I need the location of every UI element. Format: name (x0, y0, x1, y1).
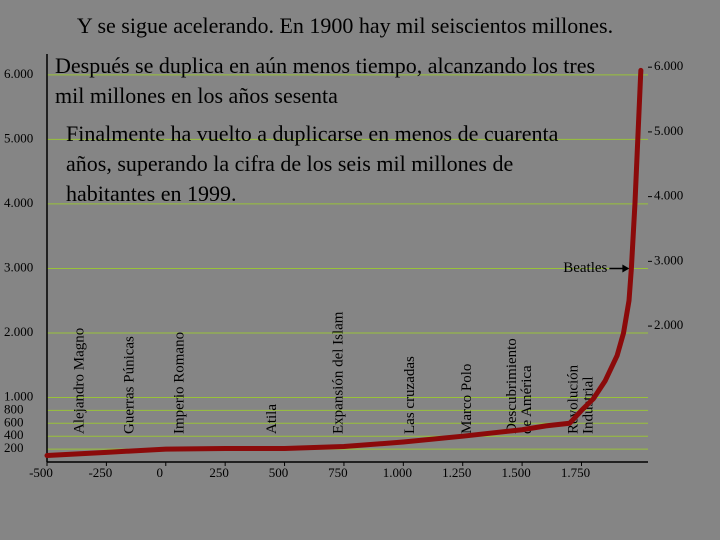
y2-tick-label: 3.000 (654, 252, 683, 267)
y-tick-label: 600 (4, 414, 24, 429)
x-tick-label: 1.250 (442, 465, 471, 480)
note-text: habitantes en 1999. (66, 181, 236, 206)
y-tick-label: 4.000 (4, 195, 33, 210)
annotation-arrowhead (622, 264, 630, 273)
y-tick-label: 5.000 (4, 130, 33, 145)
note-text: Finalmente ha vuelto a duplicarse en men… (66, 121, 559, 146)
x-tick-label: 1.000 (383, 465, 412, 480)
y2-tick-label: 6.000 (654, 58, 683, 73)
y2-tick-label: 5.000 (654, 123, 683, 138)
y2-tick-label: 4.000 (654, 188, 683, 203)
event-label: Guerras Púnicas (122, 336, 138, 434)
y-tick-label: 200 (4, 440, 24, 455)
event-label: Marco Polo (459, 364, 475, 434)
y-tick-label: 800 (4, 401, 24, 416)
y-tick-label: 400 (4, 427, 24, 442)
y-tick-label: 2.000 (4, 324, 33, 339)
event-label: Descubrimiento (504, 338, 520, 434)
y-tick-label: 3.000 (4, 259, 33, 274)
event-label: Expansión del Islam (331, 311, 347, 434)
event-label: Atila (264, 404, 280, 434)
event-label: Imperio Romano (171, 332, 187, 434)
x-tick-label: 1.750 (561, 465, 590, 480)
annotation-label: Beatles (563, 260, 607, 276)
y-tick-label: 1.000 (4, 388, 33, 403)
x-tick-label: 250 (209, 465, 229, 480)
x-tick-label: 0 (157, 465, 164, 480)
event-label: de América (519, 365, 535, 434)
event-label: Las cruzadas (402, 356, 418, 434)
note-text: Después se duplica en aún menos tiempo, … (55, 53, 595, 78)
note-text: años, superando la cifra de los seis mil… (66, 151, 513, 176)
chart-title: Y se sigue acelerando. En 1900 hay mil s… (77, 13, 613, 38)
x-tick-label: 500 (269, 465, 289, 480)
x-tick-label: -250 (88, 465, 112, 480)
y2-tick-label: 2.000 (654, 317, 683, 332)
population-line (44, 67, 644, 459)
x-tick-label: 750 (328, 465, 348, 480)
note-text: mil millones en los años sesenta (55, 83, 338, 108)
event-label: Alejandro Magno (72, 328, 88, 434)
x-tick-label: -500 (29, 465, 53, 480)
y-tick-label: 6.000 (4, 66, 33, 81)
x-tick-label: 1.500 (501, 465, 530, 480)
